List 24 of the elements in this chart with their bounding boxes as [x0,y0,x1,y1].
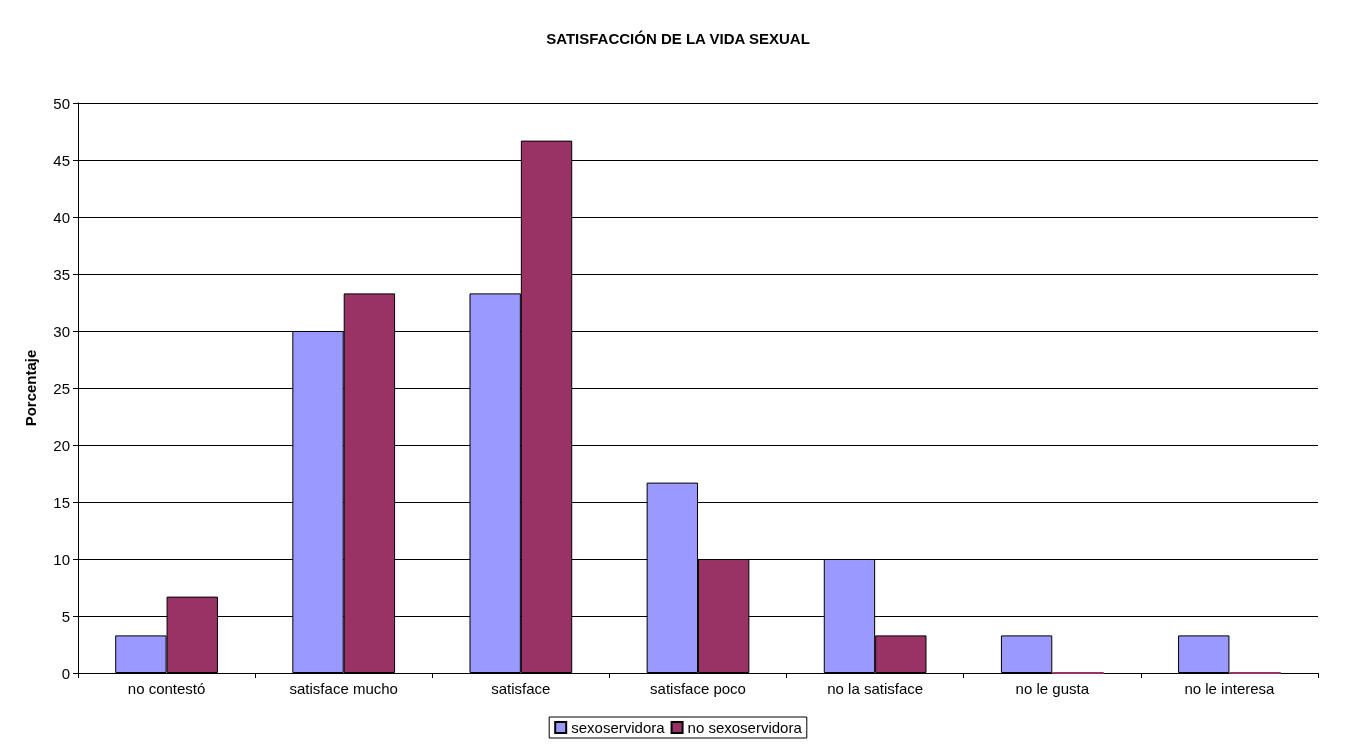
x-tick-label: no le gusta [1015,680,1090,697]
y-tick-label: 40 [53,208,70,226]
legend-label: sexoservidora [571,719,666,736]
y-tick-label: 10 [53,550,70,568]
x-tick-label: no le interesa [1184,680,1276,697]
y-tick-label: 30 [53,322,70,340]
y-tick-label: 20 [53,436,70,454]
y-tick-label: 0 [61,664,70,682]
y-axis-title: Porcentaje [22,349,39,427]
x-tick-label: no contestó [127,680,206,697]
y-tick-label: 5 [61,607,70,625]
bar [1178,635,1230,673]
y-tick-label: 50 [53,94,70,112]
bar [1000,635,1053,673]
x-tick-label: no la satisface [827,680,924,697]
y-tick-label: 45 [53,151,70,169]
y-tick-label: 35 [53,265,70,283]
legend-label: no sexoservidora [687,719,803,736]
y-tick-label: 25 [53,379,70,397]
chart-title: SATISFACCIÓN DE LA VIDA SEXUAL [546,30,810,47]
x-tick-label: satisface [491,680,551,697]
x-tick-label: satisface mucho [289,680,398,697]
y-tick-label: 15 [53,493,70,511]
x-tick-label: satisface poco [650,680,746,697]
